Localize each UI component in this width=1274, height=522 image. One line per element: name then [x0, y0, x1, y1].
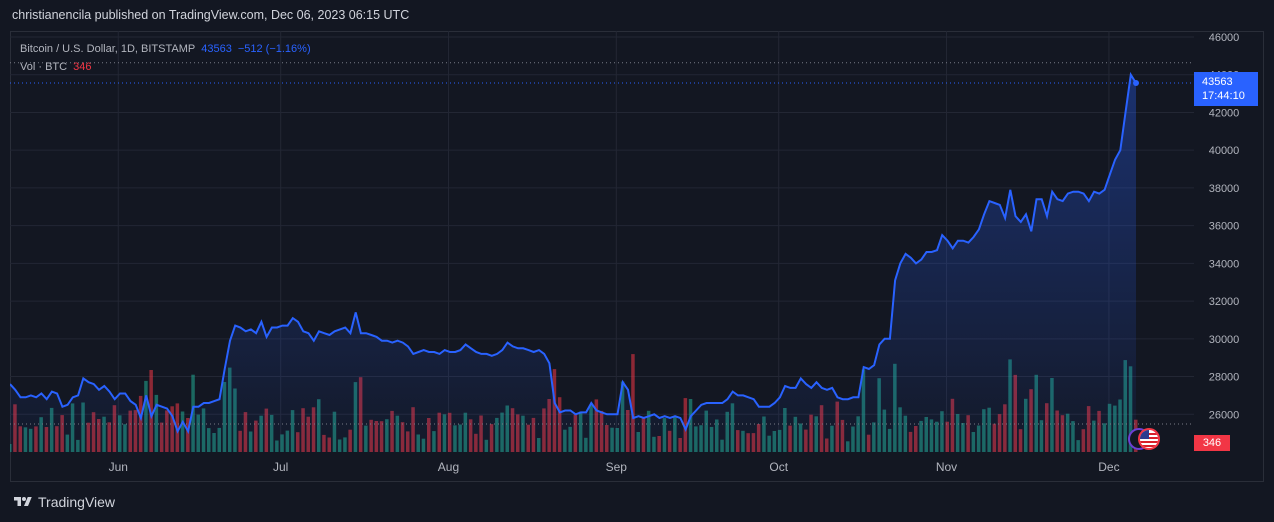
last-price-dot — [1133, 79, 1139, 86]
y-axis: 4600044000420004000038000360003400032000… — [1209, 32, 1240, 421]
volume-bar — [631, 354, 635, 452]
symbol-label: Bitcoin / U.S. Dollar, 1D, BITSTAMP — [20, 43, 196, 55]
price-tag-value: 43563 — [1202, 76, 1233, 88]
y-tick-label: 30000 — [1209, 334, 1240, 346]
us-flag-icon[interactable] — [1138, 428, 1160, 450]
y-tick-label: 40000 — [1209, 145, 1240, 157]
symbol-row[interactable]: Bitcoin / U.S. Dollar, 1D, BITSTAMP 43563… — [20, 40, 311, 58]
price-tag-countdown: 17:44:10 — [1202, 90, 1245, 102]
volume-bar — [683, 398, 688, 452]
last-price-value: 43563 — [201, 43, 232, 55]
y-tick-label: 46000 — [1209, 32, 1240, 44]
y-tick-label: 36000 — [1209, 221, 1240, 233]
volume-bar — [149, 370, 153, 452]
price-line — [10, 71, 1137, 435]
x-tick-label: Jul — [273, 460, 288, 474]
volume-label: Vol · BTC — [20, 61, 68, 73]
x-tick-label: Jun — [109, 460, 128, 474]
y-tick-label: 42000 — [1209, 107, 1240, 119]
x-axis: Jun Jul Aug Sep Oct Nov Dec — [109, 460, 1120, 474]
price-change-value: −512 (−1.16%) — [237, 43, 311, 55]
chart-legend: Bitcoin / U.S. Dollar, 1D, BITSTAMP 43563… — [20, 40, 311, 76]
price-area-fill — [10, 74, 1136, 452]
x-tick-label: Oct — [769, 460, 788, 474]
volume-row[interactable]: Vol · BTC 346 — [20, 58, 311, 76]
x-tick-label: Nov — [936, 460, 957, 474]
footer-brand-label: TradingView — [38, 494, 116, 510]
price-tag: 43563 17:44:10 — [1194, 72, 1258, 106]
tradingview-logo-icon — [14, 497, 32, 506]
x-tick-label: Sep — [606, 460, 628, 474]
volume-tag: 346 — [1194, 435, 1230, 451]
price-chart[interactable]: 4600044000420004000038000360003400032000… — [10, 31, 1264, 482]
y-tick-label: 26000 — [1209, 409, 1240, 421]
y-tick-label: 28000 — [1209, 372, 1240, 384]
x-tick-label: Dec — [1098, 460, 1119, 474]
footer-brand[interactable]: TradingView — [12, 494, 115, 510]
y-tick-label: 32000 — [1209, 296, 1240, 308]
y-tick-label: 34000 — [1209, 258, 1240, 270]
y-tick-label: 38000 — [1209, 183, 1240, 195]
x-tick-label: Aug — [438, 460, 459, 474]
volume-value: 346 — [73, 61, 92, 73]
published-header: christianencila published on TradingView… — [12, 8, 410, 22]
